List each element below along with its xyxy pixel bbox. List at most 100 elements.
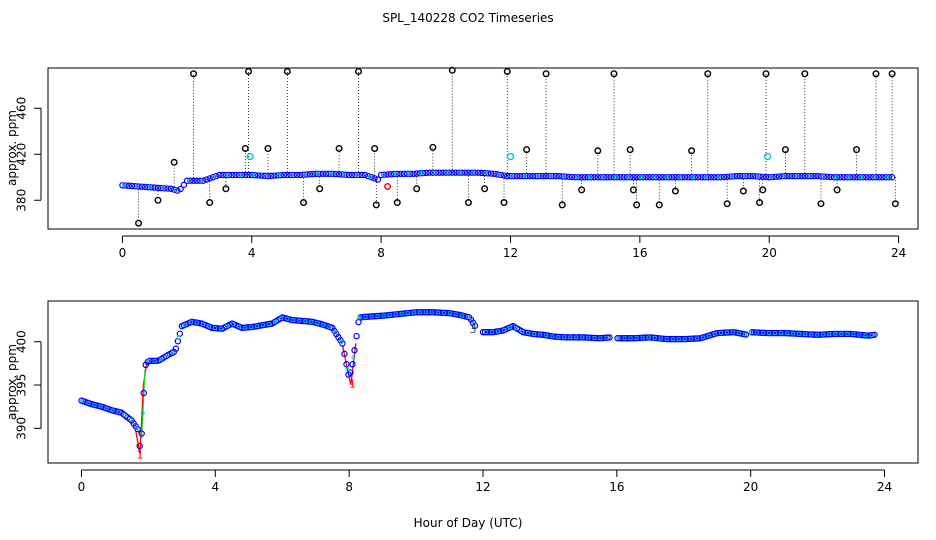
averaged-accent-point <box>797 331 802 336</box>
averaged-accent-point <box>706 333 711 338</box>
baseline-point <box>604 174 611 181</box>
averaged-point <box>419 309 426 316</box>
baseline-point <box>643 174 650 181</box>
baseline-point <box>607 174 614 181</box>
top-y-tick-label: 460 <box>15 97 29 120</box>
averaged-accent-point <box>839 331 844 336</box>
baseline-point <box>617 174 624 181</box>
averaged-point <box>425 309 432 316</box>
baseline-accent-point <box>458 170 463 175</box>
baseline-point <box>743 172 750 180</box>
averaged-accent-point <box>441 310 446 315</box>
baseline-point <box>808 172 815 180</box>
averaged-accent-point <box>592 335 597 340</box>
baseline-point <box>649 174 656 181</box>
bottom-y-tick-label: 395 <box>15 374 29 397</box>
baseline-point <box>740 172 747 180</box>
top-x-tick-label: 20 <box>762 246 777 260</box>
averaged-point <box>811 331 818 338</box>
baseline-accent-point <box>717 175 721 180</box>
baseline-point <box>875 174 883 181</box>
baseline-point <box>426 169 433 176</box>
baseline-accent-point <box>574 175 579 180</box>
baseline-point <box>345 171 352 179</box>
baseline-accent-point <box>549 174 553 179</box>
outlier-point <box>629 186 637 194</box>
baseline-point <box>377 171 385 179</box>
averaged-point <box>594 334 601 342</box>
baseline-accent-point <box>523 174 527 179</box>
averaged-point <box>172 345 180 352</box>
baseline-point <box>626 174 634 181</box>
baseline-accent-point <box>613 175 618 180</box>
baseline-point <box>235 171 243 179</box>
averaged-accent-point <box>851 332 856 337</box>
averaged-accent-point <box>321 322 326 327</box>
bottom-plot-frame <box>47 300 919 464</box>
baseline-point <box>445 169 453 176</box>
averaged-point <box>443 309 451 317</box>
baseline-point <box>274 172 281 179</box>
baseline-point <box>850 174 857 181</box>
baseline-point <box>565 173 572 180</box>
baseline-accent-point <box>497 172 502 177</box>
baseline-point <box>756 173 763 180</box>
baseline-accent-point <box>536 174 540 179</box>
baseline-point <box>436 169 443 176</box>
baseline-point <box>216 171 223 179</box>
outlier-point <box>801 70 809 78</box>
baseline-point <box>620 174 627 181</box>
baseline-accent-point <box>199 178 204 183</box>
baseline-point <box>584 174 592 181</box>
baseline-point <box>766 174 773 181</box>
averaged-point <box>823 331 830 338</box>
averaged-point <box>174 337 182 345</box>
baseline-point <box>407 170 414 177</box>
averaged-accent-point <box>200 321 205 326</box>
baseline-point <box>775 173 783 180</box>
averaged-accent-point <box>237 324 242 329</box>
baseline-accent-point <box>807 174 812 179</box>
averaged-accent-point <box>574 335 579 340</box>
baseline-point <box>549 172 556 180</box>
bottom-panel-axes: 0 4 8 12 16 20 24 390 395 400 <box>15 330 893 494</box>
bottom-panel-marks: 1 1 3 <box>78 309 878 461</box>
baseline-point <box>824 173 831 180</box>
baseline-point <box>132 183 139 190</box>
baseline-accent-point <box>781 174 786 179</box>
baseline-accent-point <box>277 173 282 178</box>
averaged-accent-point <box>490 330 495 335</box>
outlier-point <box>688 147 696 155</box>
outlier-point <box>241 144 249 152</box>
baseline-point <box>610 174 618 181</box>
averaged-accent-point <box>749 330 754 335</box>
baseline-point <box>458 169 466 176</box>
bottom-x-tick-label: 12 <box>475 480 490 494</box>
baseline-point <box>306 171 314 178</box>
baseline-accent-point <box>730 174 734 179</box>
averaged-accent-point <box>399 311 404 316</box>
averaged-accent-point <box>616 336 621 341</box>
baseline-point <box>151 184 158 191</box>
averaged-point <box>829 330 836 338</box>
averaged-accent-point <box>80 398 85 403</box>
baseline-point <box>410 170 417 177</box>
outlier-point <box>503 67 511 75</box>
outlier-point <box>558 201 566 209</box>
outlier-point <box>481 185 489 193</box>
outlier-point <box>413 185 421 193</box>
averaged-accent-point <box>333 330 338 335</box>
baseline-accent-point <box>264 174 269 178</box>
baseline-point <box>516 172 524 180</box>
averaged-accent-point <box>279 316 284 321</box>
baseline-accent-point <box>639 175 644 180</box>
baseline-point <box>520 172 527 180</box>
bottom-x-tick-label: 0 <box>78 480 86 494</box>
outlier-point <box>891 200 899 208</box>
averaged-point <box>684 335 691 343</box>
baseline-point <box>688 174 695 181</box>
averaged-accent-point <box>628 336 633 341</box>
baseline-point <box>707 174 715 181</box>
baseline-point <box>785 172 792 180</box>
